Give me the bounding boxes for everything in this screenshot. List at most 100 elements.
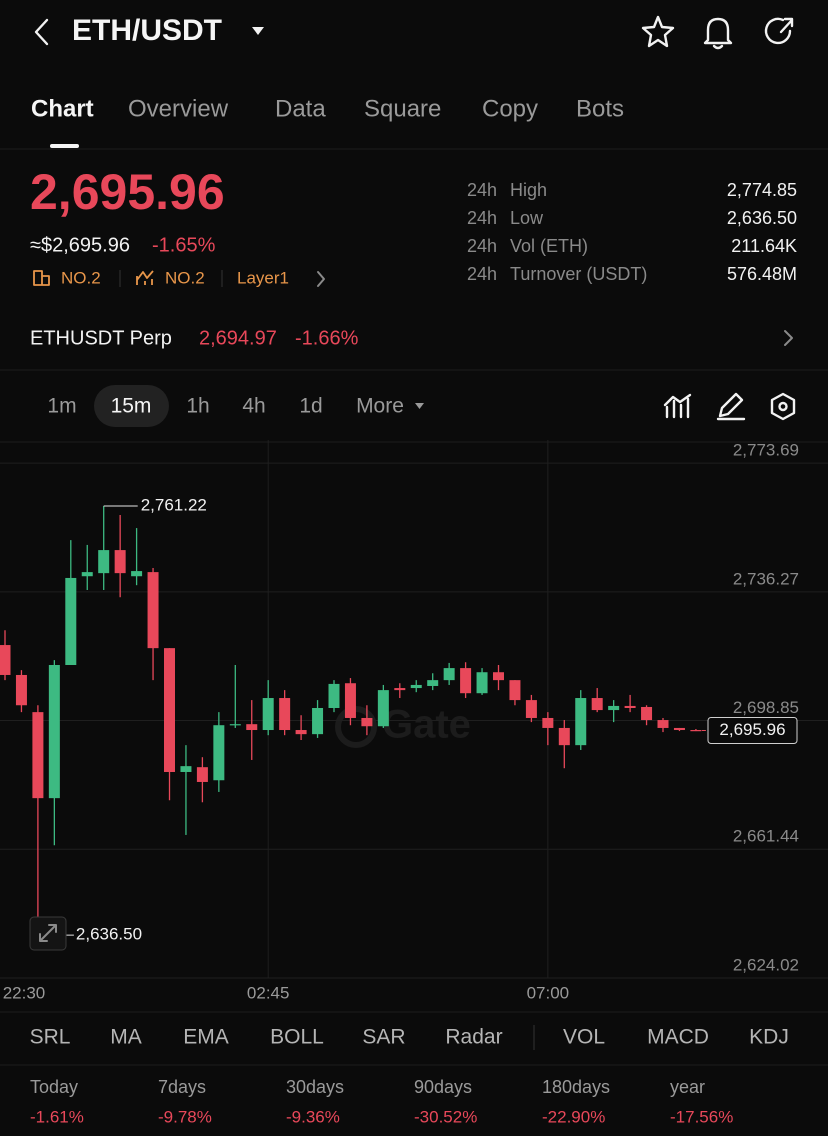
period-change: -17.56% <box>670 1107 733 1126</box>
tab[interactable]: Overview <box>128 95 229 122</box>
candle-body <box>673 727 685 731</box>
settings-icon-dot <box>778 401 788 412</box>
price-change: -1.65% <box>152 234 216 256</box>
period-label: 90days <box>414 1077 472 1097</box>
pair-dropdown[interactable] <box>252 27 264 35</box>
tab[interactable]: Data <box>275 95 326 122</box>
candle-body <box>295 730 307 735</box>
period-label: 180days <box>542 1077 610 1097</box>
candlestick-chart: Gate 2,624.02 2,661.44 2,698.85 2,736.27 2,7… <box>0 440 828 979</box>
share-icon[interactable] <box>764 17 794 45</box>
candle-body <box>328 683 340 709</box>
pair-title[interactable]: ETH/USDT <box>72 14 222 47</box>
period-label: 30days <box>286 1077 344 1097</box>
stat-period: 24h <box>467 180 497 200</box>
candle-body <box>377 690 389 727</box>
candle-body <box>344 683 356 718</box>
fiat-price: ≈$2,695.96 <box>30 234 130 256</box>
indicator[interactable]: VOL <box>563 1026 605 1049</box>
draw-icon[interactable] <box>716 392 746 421</box>
favorite-icon[interactable] <box>641 15 675 48</box>
tab[interactable]: Copy <box>482 95 538 122</box>
tab[interactable]: Bots <box>576 95 624 122</box>
interval[interactable]: 1d <box>299 395 322 418</box>
stat-period: 24h <box>467 264 497 284</box>
perp-name[interactable]: ETHUSDT Perp <box>30 327 172 349</box>
period-change: -30.52% <box>414 1107 477 1126</box>
candle-body <box>624 705 636 709</box>
indicator[interactable]: SRL <box>30 1026 71 1049</box>
interval-selected <box>94 385 169 427</box>
indicator[interactable]: MA <box>110 1026 142 1049</box>
stat-value: 211.64K <box>731 236 797 256</box>
candle-body <box>476 672 488 694</box>
y-tick-label: 2,773.69 <box>733 441 799 460</box>
candle-body <box>229 724 241 726</box>
more-dropdown[interactable] <box>415 403 424 409</box>
stat-label: Turnover (USDT) <box>510 264 647 284</box>
stat-value: 576.48M <box>727 264 797 284</box>
settings-icon[interactable] <box>770 392 796 421</box>
period-change: -9.78% <box>158 1107 212 1126</box>
badge[interactable]: NO.2 <box>61 268 101 287</box>
watermark-logo <box>335 706 377 748</box>
indicator[interactable]: BOLL <box>270 1026 324 1049</box>
period-label: Today <box>30 1077 78 1097</box>
indicator[interactable]: EMA <box>183 1026 229 1049</box>
tab[interactable]: Square <box>364 95 441 122</box>
stat-value: 2,774.85 <box>727 180 797 200</box>
y-tick-label: 2,624.02 <box>733 955 799 974</box>
interval[interactable]: More <box>356 395 404 418</box>
candle-body <box>394 688 406 691</box>
candle-body <box>147 572 159 649</box>
back-button[interactable] <box>34 18 49 46</box>
candle-body <box>443 668 455 681</box>
chevron[interactable] <box>317 271 325 287</box>
badge[interactable]: NO.2 <box>165 268 205 287</box>
indicator[interactable]: SAR <box>362 1026 405 1049</box>
candle-body <box>460 668 472 694</box>
perp-price: 2,694.97 <box>199 327 277 349</box>
stat-value: 2,636.50 <box>727 208 797 228</box>
rank-icon <box>136 270 154 285</box>
candle-body <box>180 766 192 772</box>
stat-label: Low <box>510 208 544 228</box>
candle-body <box>608 705 620 711</box>
period-change: -22.90% <box>542 1107 605 1126</box>
candle-body <box>48 664 60 799</box>
stat-period: 24h <box>467 208 497 228</box>
indicator[interactable]: Radar <box>445 1026 502 1049</box>
y-tick-label: 2,698.85 <box>733 698 799 717</box>
rank-icon <box>33 270 50 286</box>
interval[interactable]: 15m <box>111 395 152 418</box>
candle-body <box>279 698 291 731</box>
low-label: 2,636.50 <box>76 925 142 944</box>
badge[interactable]: Layer1 <box>237 268 289 287</box>
last-price-box <box>707 717 798 745</box>
indicator-icon[interactable] <box>663 393 692 419</box>
interval[interactable]: 1m <box>47 395 76 418</box>
candle-body <box>32 712 44 799</box>
candle-body <box>361 717 373 727</box>
candle-body <box>114 550 126 574</box>
chevron[interactable] <box>784 330 793 346</box>
y-tick-label: 2,661.44 <box>733 827 799 846</box>
x-tick-label: 22:30 <box>3 983 46 1002</box>
tab[interactable]: Chart <box>31 95 94 122</box>
alert-icon[interactable] <box>703 17 733 50</box>
indicator[interactable]: MACD <box>647 1026 709 1049</box>
candle-body <box>427 680 439 686</box>
candle-body <box>81 572 93 577</box>
candle-body <box>164 648 175 772</box>
candle-body <box>312 708 324 735</box>
candle-body <box>542 717 554 728</box>
interval[interactable]: 4h <box>242 395 265 418</box>
indicator[interactable]: KDJ <box>749 1026 789 1049</box>
period-change: -1.61% <box>30 1107 84 1126</box>
candle-body <box>575 698 587 746</box>
interval[interactable]: 1h <box>186 395 209 418</box>
candle-body <box>657 720 669 728</box>
candle-body <box>525 700 537 718</box>
period-label: 7days <box>158 1077 206 1097</box>
